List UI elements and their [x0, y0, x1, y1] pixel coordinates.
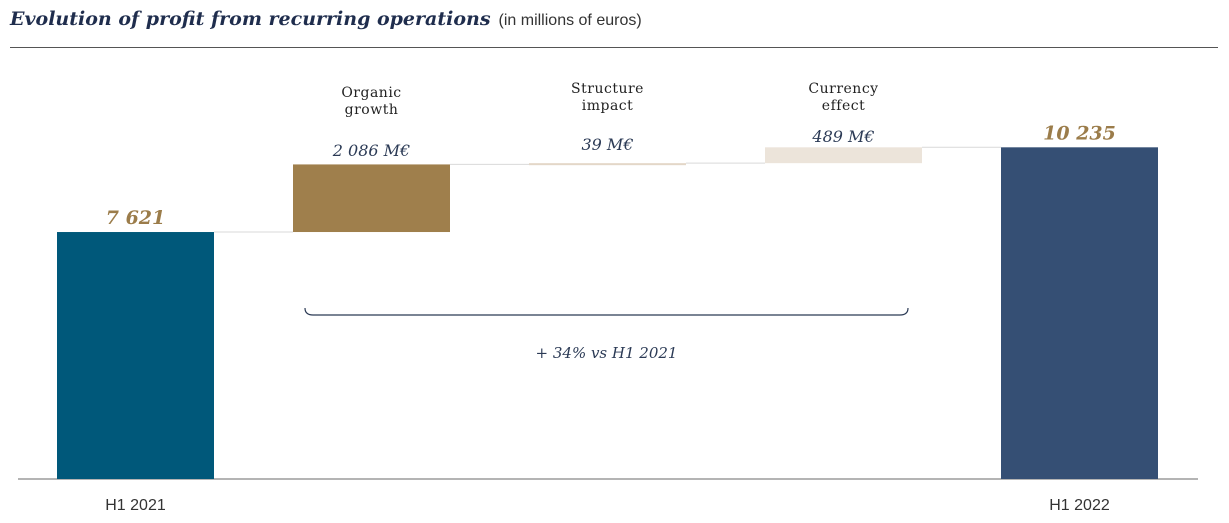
step-category-label: impact	[582, 98, 634, 114]
chart-header: Evolution of profit from recurring opera…	[10, 8, 642, 30]
growth-bracket	[304, 307, 909, 316]
bar-end	[1001, 147, 1158, 479]
header-divider	[10, 47, 1218, 48]
step-value-label: 489 M€	[811, 127, 874, 146]
step-category-label: Structure	[571, 81, 644, 97]
bar-step	[293, 164, 450, 233]
category-label-end: H1 2022	[1049, 497, 1110, 514]
bar-start	[57, 232, 214, 479]
step-category-label: Currency	[808, 81, 878, 97]
bar-step	[529, 163, 686, 166]
step-value-label: 39 M€	[581, 135, 633, 154]
chart-subtitle: (in millions of euros)	[498, 12, 642, 29]
category-label-start: H1 2021	[105, 497, 166, 514]
step-category-label: growth	[345, 102, 399, 118]
value-label-end: 10 235	[1043, 122, 1116, 144]
step-category-label: Organic	[341, 85, 401, 101]
bar-step	[765, 147, 922, 164]
step-category-label: effect	[822, 98, 865, 114]
value-label-start: 7 621	[106, 207, 166, 229]
growth-annotation: + 34% vs H1 2021	[536, 344, 678, 362]
step-value-label: 2 086 M€	[332, 141, 410, 160]
chart-title: Evolution of profit from recurring opera…	[10, 8, 491, 30]
